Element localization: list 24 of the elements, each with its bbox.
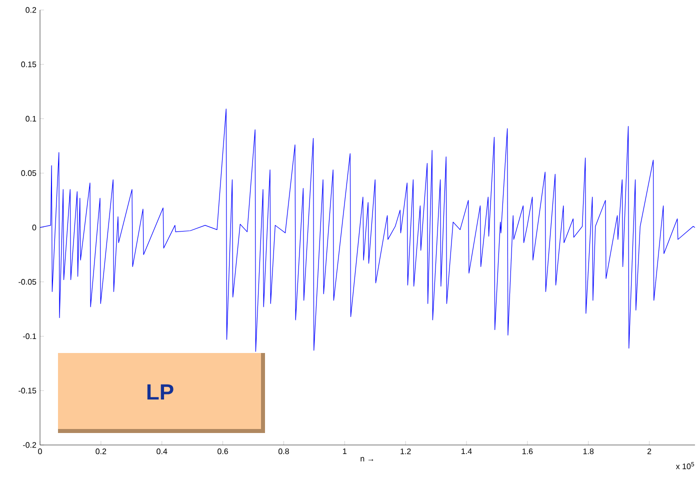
x-tick-label: 0.8 bbox=[278, 448, 289, 454]
x-tick-label: 1.8 bbox=[583, 448, 594, 454]
y-tick-label: -0.1 bbox=[23, 333, 36, 340]
annotation: LP bbox=[147, 384, 174, 400]
y-tick-label: -0.15 bbox=[18, 388, 36, 394]
line-series bbox=[40, 108, 695, 352]
x-tick-label: 2 bbox=[647, 448, 652, 454]
y-tick-label: 0.2 bbox=[26, 7, 36, 13]
y-tick-label: 0.1 bbox=[26, 116, 36, 122]
x-tick-label: 1.4 bbox=[462, 448, 472, 454]
x-tick-label: 0.2 bbox=[96, 448, 106, 454]
x-tick-label: 1.6 bbox=[522, 448, 533, 454]
text: x 10$^{5}$ bbox=[676, 462, 694, 470]
y-tick-label: -0.05 bbox=[18, 279, 36, 285]
y-tick-label: 0.15 bbox=[21, 62, 36, 68]
x-tick-label: 0.4 bbox=[156, 448, 168, 454]
y-tick-label: -0.2 bbox=[23, 442, 36, 448]
x-tick-label: 1 bbox=[343, 448, 346, 454]
y-tick-label: 0 bbox=[32, 224, 36, 230]
x-tick-label: 1.2 bbox=[400, 448, 411, 454]
x-tick-label: 0 bbox=[38, 448, 42, 454]
y-tick-label: 0.05 bbox=[21, 170, 36, 176]
x-axis-title: n → bbox=[360, 457, 374, 462]
x-tick-label: 0.6 bbox=[218, 448, 228, 454]
